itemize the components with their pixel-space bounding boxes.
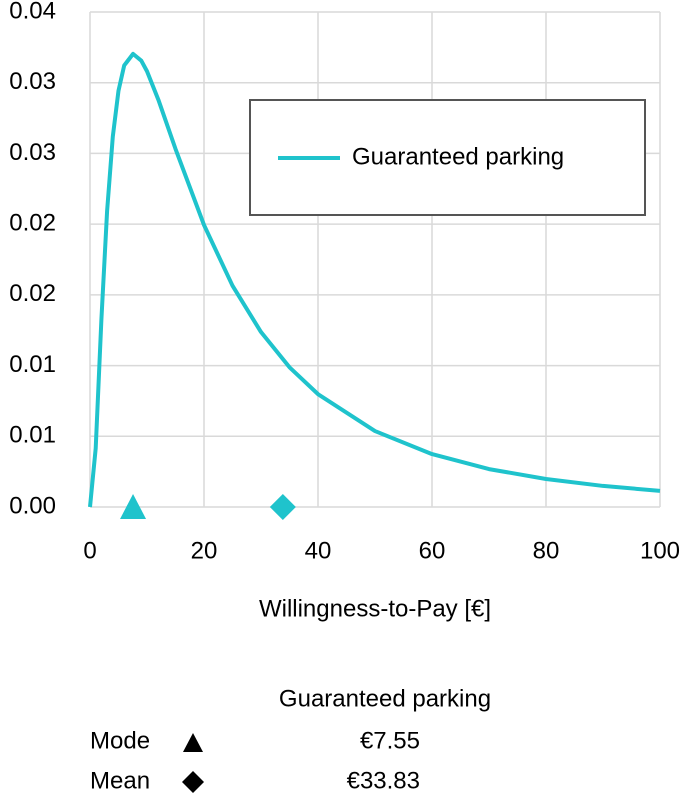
table-cell: €33.83: [347, 767, 420, 794]
x-axis-title: Willingness-to-Pay [€]: [259, 595, 491, 622]
x-tick-label: 0: [83, 537, 96, 564]
data-line: [88, 51, 661, 508]
triangle-icon: [183, 733, 203, 752]
x-tick-label: 100: [640, 537, 680, 564]
x-tick-label: 80: [533, 537, 560, 564]
y-tick-label: 0.01: [9, 351, 56, 378]
legend: Guaranteed parking: [249, 99, 646, 216]
y-tick-label: 0.03: [9, 68, 56, 95]
diamond-marker: [269, 494, 296, 520]
y-tick-label: 0.01: [9, 422, 56, 449]
table-header: Guaranteed parking: [279, 685, 491, 712]
y-tick-label: 0.00: [9, 492, 56, 519]
y-tick-label: 0.04: [9, 0, 56, 24]
diamond-icon: [182, 771, 204, 793]
x-tick-label: 20: [191, 537, 218, 564]
table-row-label: Mean: [90, 767, 150, 794]
table-cell: €7.55: [360, 727, 420, 754]
x-tick-label: 40: [305, 537, 332, 564]
x-tick-label: 60: [419, 537, 446, 564]
y-tick-label: 0.02: [9, 280, 56, 307]
legend-label: Guaranteed parking: [352, 143, 564, 170]
plot: 0.00 0.01 0.01 0.02 0.02 0.03 0.03 0.04 0 20 40 60 8…: [9, 0, 680, 564]
table-row-label: Mode: [90, 727, 150, 754]
triangle-marker: [120, 494, 147, 519]
y-tick-label: 0.02: [9, 209, 56, 236]
y-tick-label: 0.03: [9, 139, 56, 166]
